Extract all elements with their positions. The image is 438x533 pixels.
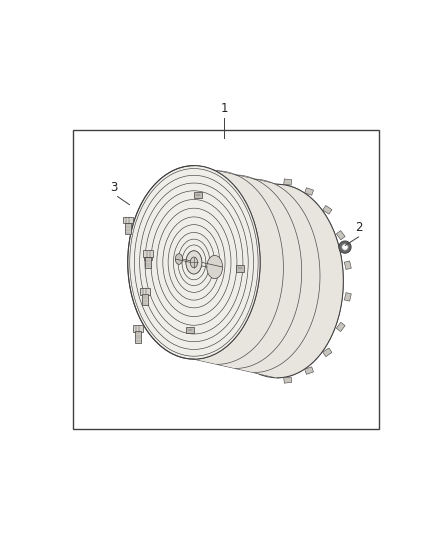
FancyBboxPatch shape — [145, 256, 151, 268]
Bar — [74, 130, 379, 429]
Ellipse shape — [207, 255, 223, 279]
Ellipse shape — [211, 184, 343, 378]
Ellipse shape — [128, 166, 260, 359]
Text: 1: 1 — [221, 102, 228, 115]
Ellipse shape — [175, 254, 183, 264]
FancyBboxPatch shape — [125, 223, 131, 234]
FancyBboxPatch shape — [144, 253, 152, 260]
Polygon shape — [323, 205, 332, 214]
FancyBboxPatch shape — [123, 216, 133, 223]
FancyBboxPatch shape — [236, 265, 244, 271]
Polygon shape — [284, 377, 292, 383]
Polygon shape — [323, 348, 332, 357]
Polygon shape — [284, 179, 292, 185]
Ellipse shape — [190, 257, 198, 268]
FancyBboxPatch shape — [143, 251, 153, 257]
FancyBboxPatch shape — [194, 192, 202, 198]
Polygon shape — [344, 261, 351, 270]
FancyBboxPatch shape — [135, 332, 141, 343]
Polygon shape — [305, 188, 314, 195]
Ellipse shape — [342, 244, 348, 251]
FancyBboxPatch shape — [133, 325, 143, 332]
FancyBboxPatch shape — [186, 327, 194, 333]
Ellipse shape — [186, 251, 202, 274]
Ellipse shape — [339, 241, 351, 253]
FancyBboxPatch shape — [141, 294, 148, 305]
Polygon shape — [194, 166, 343, 378]
Polygon shape — [305, 367, 314, 374]
FancyBboxPatch shape — [140, 288, 150, 295]
Text: 2: 2 — [355, 221, 362, 233]
Text: 3: 3 — [110, 181, 118, 195]
Polygon shape — [344, 293, 351, 301]
Polygon shape — [336, 231, 345, 240]
Polygon shape — [336, 322, 345, 332]
